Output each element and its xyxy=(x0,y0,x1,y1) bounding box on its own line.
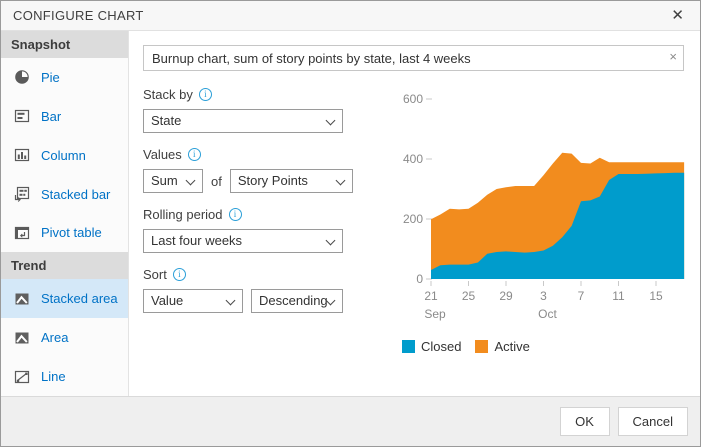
section-header-trend: Trend xyxy=(1,252,128,280)
chart-preview: 0 200 400 600 21 25 29 3 7 11 15 Sep Oct Closed Acti… xyxy=(380,87,698,354)
svg-text:Oct: Oct xyxy=(538,307,557,321)
sidebar-item-bar[interactable]: Bar xyxy=(1,97,128,136)
svg-text:7: 7 xyxy=(578,289,585,303)
pivot-table-icon xyxy=(14,226,30,240)
chart-legend: Closed Active xyxy=(402,339,698,354)
svg-text:400: 400 xyxy=(403,152,423,166)
main-content: × Stack by i State Values xyxy=(129,31,700,396)
info-icon[interactable]: i xyxy=(228,208,242,221)
sidebar-item-label: Pivot table xyxy=(41,225,102,241)
rolling-period-label: Rolling period xyxy=(143,207,223,222)
sidebar-item-area[interactable]: Area xyxy=(1,318,128,357)
dialog-title: CONFIGURE CHART xyxy=(13,8,144,23)
dialog-footer: OK Cancel xyxy=(1,396,700,446)
chevron-down-icon xyxy=(225,295,236,306)
chart-type-sidebar: Snapshot Pie Bar Column Stacked bar xyxy=(1,31,129,396)
sidebar-item-label: Area xyxy=(41,330,69,346)
svg-text:21: 21 xyxy=(424,289,438,303)
of-label: of xyxy=(211,173,222,189)
chevron-down-icon xyxy=(325,235,336,246)
aggregation-value: Sum xyxy=(151,173,178,188)
sidebar-item-stacked-bar[interactable]: Stacked bar xyxy=(1,175,128,214)
rolling-period-value: Last four weeks xyxy=(151,233,243,248)
cancel-button[interactable]: Cancel xyxy=(617,407,688,436)
pie-chart-icon xyxy=(14,69,30,85)
info-icon[interactable]: i xyxy=(187,148,201,161)
sidebar-item-label: Stacked area xyxy=(41,291,118,307)
column-chart-icon xyxy=(14,149,30,162)
info-icon[interactable]: i xyxy=(172,268,186,281)
title-bar: CONFIGURE CHART ✕ xyxy=(1,1,700,31)
sidebar-item-label: Bar xyxy=(41,108,62,124)
sort-by-value: Value xyxy=(151,293,184,308)
closed-series-swatch xyxy=(402,340,415,353)
bar-chart-icon xyxy=(14,108,30,124)
svg-text:15: 15 xyxy=(649,289,663,303)
sidebar-item-line[interactable]: Line xyxy=(1,357,128,396)
svg-text:200: 200 xyxy=(403,212,423,226)
sort-direction-select[interactable]: Descending xyxy=(251,289,343,313)
svg-text:11: 11 xyxy=(612,289,625,303)
legend-item-closed: Closed xyxy=(402,339,461,354)
clear-input-icon[interactable]: × xyxy=(669,49,677,64)
chart-name-input[interactable] xyxy=(143,45,684,71)
stack-by-value: State xyxy=(151,113,182,128)
legend-item-active: Active xyxy=(475,339,530,354)
rolling-period-select[interactable]: Last four weeks xyxy=(143,229,343,253)
section-header-snapshot: Snapshot xyxy=(1,31,128,58)
field-select[interactable]: Story Points xyxy=(229,169,353,193)
chart-settings-form: Stack by i State Values i xyxy=(143,87,380,354)
svg-text:0: 0 xyxy=(416,272,423,286)
svg-text:Sep: Sep xyxy=(424,307,446,321)
sidebar-item-label: Pie xyxy=(41,69,60,85)
sort-direction-value: Descending xyxy=(259,293,328,308)
active-series-label: Active xyxy=(494,339,530,354)
svg-text:600: 600 xyxy=(403,92,423,106)
close-icon[interactable]: ✕ xyxy=(671,7,684,24)
sort-by-select[interactable]: Value xyxy=(143,289,243,313)
field-value: Story Points xyxy=(237,173,308,188)
area-chart-icon xyxy=(15,332,29,344)
stack-by-select[interactable]: State xyxy=(143,109,343,133)
sort-label: Sort xyxy=(143,267,167,282)
info-icon[interactable]: i xyxy=(198,88,212,101)
sidebar-item-label: Column xyxy=(41,147,86,163)
svg-text:25: 25 xyxy=(462,289,476,303)
sidebar-item-column[interactable]: Column xyxy=(1,136,128,175)
active-series-swatch xyxy=(475,340,489,353)
stacked-area-chart-icon xyxy=(15,293,29,305)
chevron-down-icon xyxy=(185,175,196,186)
sidebar-item-label: Stacked bar xyxy=(41,186,111,202)
stack-by-label: Stack by xyxy=(143,87,193,102)
stacked-bar-chart-icon xyxy=(14,186,30,202)
svg-text:3: 3 xyxy=(540,289,547,303)
chevron-down-icon xyxy=(325,115,336,126)
line-chart-icon xyxy=(14,370,30,383)
chevron-down-icon xyxy=(335,175,346,186)
values-label: Values xyxy=(143,147,182,162)
closed-series-label: Closed xyxy=(421,339,462,354)
sidebar-item-pivot-table[interactable]: Pivot table xyxy=(1,214,128,253)
sidebar-item-label: Line xyxy=(41,369,66,385)
stacked-area-chart: 0 200 400 600 21 25 29 3 7 11 15 Sep Oct xyxy=(403,92,685,321)
ok-button[interactable]: OK xyxy=(559,407,610,436)
sidebar-item-pie[interactable]: Pie xyxy=(1,58,128,97)
svg-text:29: 29 xyxy=(499,289,513,303)
aggregation-select[interactable]: Sum xyxy=(143,169,203,193)
sidebar-item-stacked-area[interactable]: Stacked area xyxy=(1,279,128,319)
